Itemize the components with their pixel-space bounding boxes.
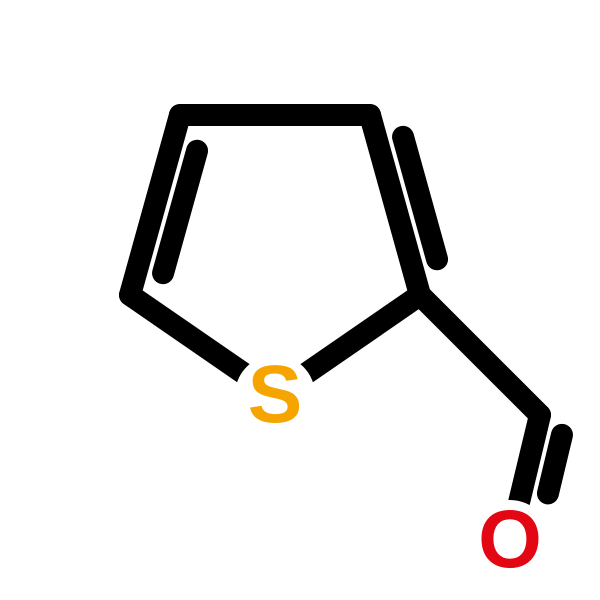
molecule-canvas: SO	[0, 0, 600, 600]
atom-label-o: O	[478, 499, 542, 581]
atom-label-s: S	[248, 354, 303, 436]
